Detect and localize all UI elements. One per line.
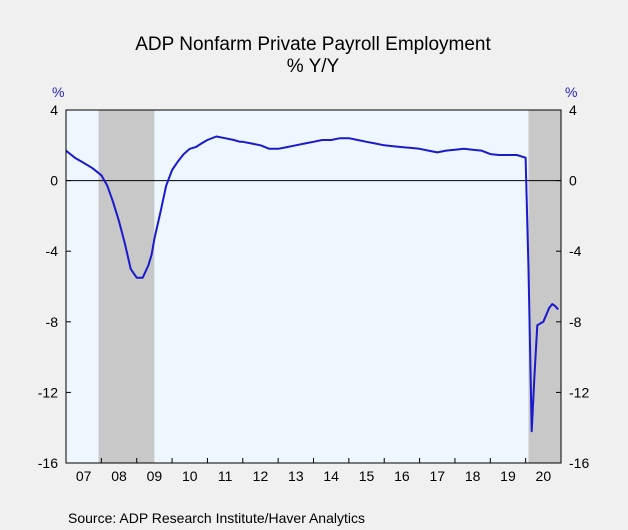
x-tick-label: 12: [253, 468, 269, 484]
y-axis-left: 4 0 -4 -8 -12 -16: [38, 102, 71, 471]
source-note: Source: ADP Research Institute/Haver Ana…: [68, 510, 365, 526]
x-tick-label: 10: [182, 468, 198, 484]
x-tick-label: 14: [323, 468, 339, 484]
y-axis-right: 4 0 -4 -8 -12 -16: [556, 102, 589, 471]
y-unit-right: %: [565, 84, 577, 100]
x-tick-label: 09: [147, 468, 163, 484]
chart-title: ADP Nonfarm Private Payroll Employment: [135, 34, 491, 55]
y-tick-label-right: -16: [569, 455, 589, 471]
y-unit-left: %: [52, 84, 64, 100]
x-tick-label: 17: [429, 468, 445, 484]
y-tick-label-right: -4: [569, 243, 582, 259]
x-tick-label: 13: [288, 468, 304, 484]
x-tick-label: 11: [218, 468, 233, 484]
y-tick-label-right: 4: [569, 102, 577, 118]
recession-shading: [98, 110, 561, 463]
x-tick-label: 20: [536, 468, 552, 484]
y-tick-label-left: 0: [50, 173, 58, 189]
y-tick-label-left: -12: [38, 384, 58, 400]
x-tick-label: 07: [76, 468, 92, 484]
y-tick-label-left: -16: [38, 455, 58, 471]
y-tick-label-right: 0: [569, 173, 577, 189]
y-tick-label-right: -12: [569, 384, 589, 400]
plot-area: [65, 109, 562, 464]
x-tick-label: 18: [465, 468, 481, 484]
recession-band: [98, 110, 155, 463]
y-tick-label-left: -8: [46, 314, 59, 330]
x-tick-label: 08: [111, 468, 127, 484]
y-tick-label-left: -4: [46, 243, 59, 259]
x-tick-label: 16: [394, 468, 410, 484]
x-axis: 07 08 09 10 11 12 13 14 15 16 17 18 19 20: [65, 458, 562, 484]
y-tick-label-right: -8: [569, 314, 582, 330]
series-line: [65, 135, 559, 433]
y-tick-label-left: 4: [50, 102, 58, 118]
x-tick-label: 19: [500, 468, 516, 484]
x-tick-label: 15: [359, 468, 375, 484]
chart-subtitle: % Y/Y: [287, 56, 340, 77]
